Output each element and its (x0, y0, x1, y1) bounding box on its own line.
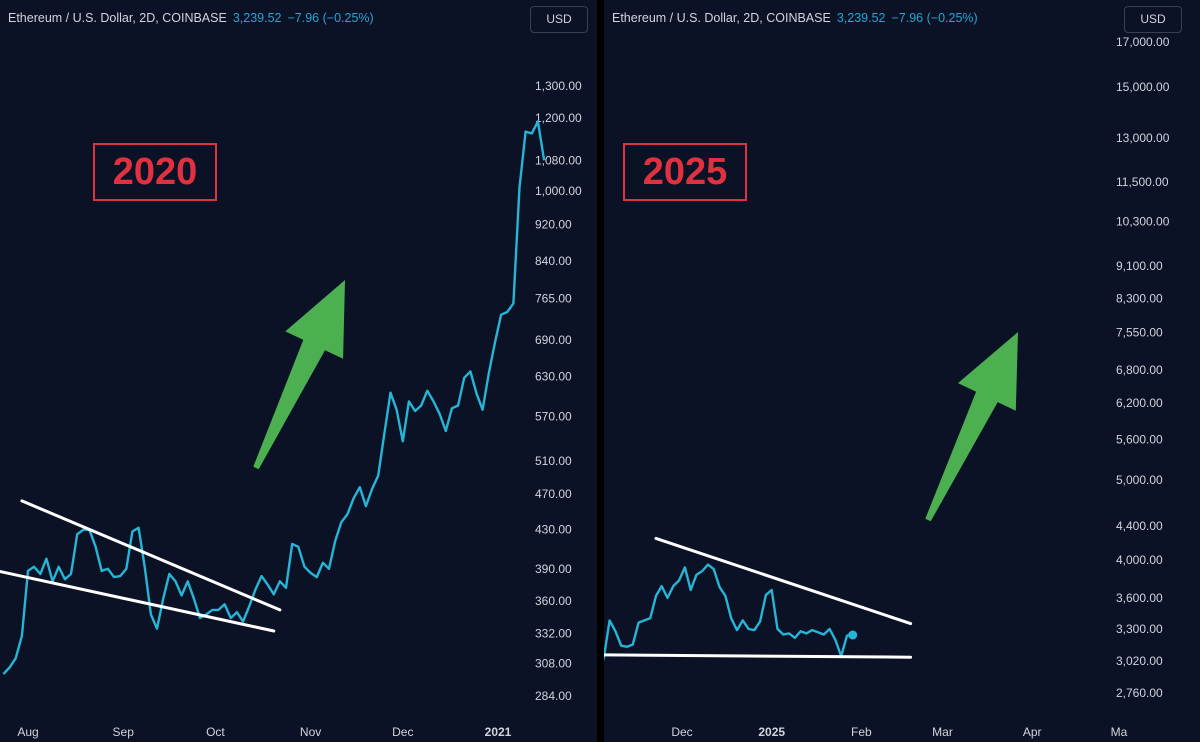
y-axis-tick-label: 2,760.00 (1116, 686, 1163, 700)
y-axis-tick-label: 10,300.00 (1116, 214, 1170, 228)
last-price-dot (848, 630, 858, 640)
y-axis-tick-label: 510.00 (535, 454, 572, 468)
y-axis-tick-label: 430.00 (535, 523, 572, 537)
y-axis-tick-label: 8,300.00 (1116, 292, 1163, 306)
trendline (20, 499, 282, 612)
x-axis-tick-label: Dec (392, 725, 413, 739)
x-axis-tick-label: Feb (851, 725, 872, 739)
y-axis-tick-label: 308.00 (535, 657, 572, 671)
x-axis-tick-label: 2021 (485, 725, 512, 739)
y-axis-tick-label: 17,000.00 (1116, 35, 1170, 49)
price-change: −7.96 (−0.25%) (891, 11, 978, 25)
currency-button[interactable]: USD (530, 6, 588, 33)
chart-panel-2020: 1,300.00 1,200.00 1,080.00 1,000.00 920.00 84… (0, 0, 597, 742)
x-axis-tick-label: Mar (932, 725, 953, 739)
x-axis-tick-label: Aug (17, 725, 38, 739)
y-axis-tick-label: 7,550.00 (1116, 326, 1163, 340)
y-axis-tick-label: 5,600.00 (1116, 433, 1163, 447)
y-axis-tick-label: 390.00 (535, 562, 572, 576)
chart-header: Ethereum / U.S. Dollar, 2D, COINBASE 3,23… (612, 11, 978, 25)
last-price: 3,239.52 (836, 11, 886, 25)
x-axis-tick-label: Sep (113, 725, 135, 739)
price-chart-2025: 17,000.00 15,000.00 13,000.00 11,500.00 10,3… (604, 35, 1170, 739)
y-axis-tick-label: 6,800.00 (1116, 363, 1163, 377)
x-axis-tick-label: Apr (1023, 725, 1042, 739)
symbol-title: Ethereum / U.S. Dollar, 2D, COINBASE (8, 11, 227, 25)
y-axis-tick-label: 4,400.00 (1116, 519, 1163, 533)
y-axis-tick-label: 3,600.00 (1116, 591, 1163, 605)
y-axis-tick-label: 360.00 (535, 594, 572, 608)
x-axis-tick-label: Dec (671, 725, 692, 739)
price-line (604, 563, 853, 662)
currency-button[interactable]: USD (1124, 6, 1182, 33)
year-label-box: 2020 (93, 143, 217, 201)
y-axis-tick-label: 470.00 (535, 487, 572, 501)
x-axis-tick-label: 2025 (758, 725, 785, 739)
y-axis-tick-label: 6,200.00 (1116, 396, 1163, 410)
y-axis-tick-label: 1,000.00 (535, 184, 582, 198)
y-axis-tick-label: 9,100.00 (1116, 259, 1163, 273)
y-axis-tick-label: 1,200.00 (535, 111, 582, 125)
price-change: −7.96 (−0.25%) (287, 11, 374, 25)
y-axis-tick-label: 332.00 (535, 626, 572, 640)
last-price: 3,239.52 (232, 11, 282, 25)
price-chart-2020: 1,300.00 1,200.00 1,080.00 1,000.00 920.00 84… (0, 79, 582, 739)
symbol-title: Ethereum / U.S. Dollar, 2D, COINBASE (612, 11, 831, 25)
trendline (654, 536, 913, 626)
y-axis-tick-label: 765.00 (535, 292, 572, 306)
y-axis-tick-label: 840.00 (535, 254, 572, 268)
x-axis-tick-label: Nov (300, 725, 321, 739)
y-axis-tick-label: 1,080.00 (535, 153, 582, 167)
trendline (604, 653, 913, 659)
x-axis-tick-label: Oct (206, 725, 225, 739)
chart-header: Ethereum / U.S. Dollar, 2D, COINBASE 3,23… (8, 11, 374, 25)
y-axis-tick-label: 4,000.00 (1116, 553, 1163, 567)
up-arrow-icon (253, 280, 345, 470)
year-label-box: 2025 (623, 143, 747, 201)
up-arrow-icon (925, 332, 1018, 522)
y-axis-tick-label: 630.00 (535, 370, 572, 384)
chart-panel-2025: 17,000.00 15,000.00 13,000.00 11,500.00 10,3… (604, 0, 1200, 742)
price-line (2, 120, 546, 675)
x-axis-tick-label: Ma (1111, 725, 1128, 739)
y-axis-tick-label: 5,000.00 (1116, 473, 1163, 487)
y-axis-tick-label: 1,300.00 (535, 79, 582, 93)
y-axis-tick-label: 3,300.00 (1116, 622, 1163, 636)
panel-divider[interactable] (597, 0, 604, 742)
y-axis-tick-label: 920.00 (535, 218, 572, 232)
y-axis-tick-label: 13,000.00 (1116, 131, 1170, 145)
y-axis-tick-label: 570.00 (535, 410, 572, 424)
y-axis-tick-label: 11,500.00 (1116, 175, 1169, 189)
y-axis-tick-label: 15,000.00 (1116, 80, 1170, 94)
y-axis-tick-label: 3,020.00 (1116, 654, 1163, 668)
trendline (0, 569, 276, 633)
y-axis-tick-label: 690.00 (535, 333, 572, 347)
y-axis-tick-label: 284.00 (535, 689, 572, 703)
